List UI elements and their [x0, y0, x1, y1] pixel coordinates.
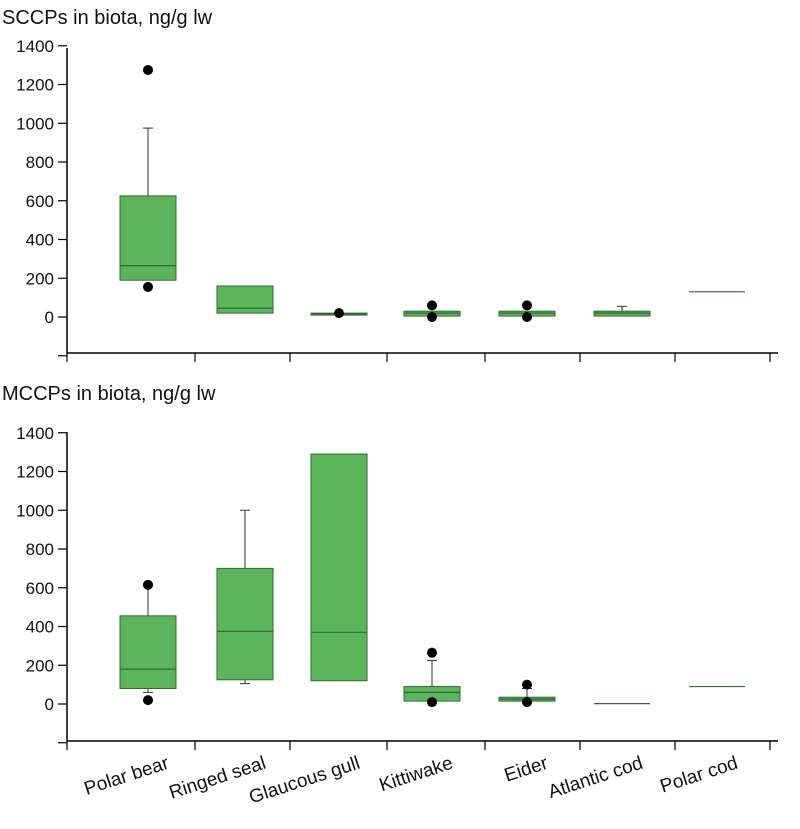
box-atlantic-cod [593, 305, 651, 317]
y-tick-label: 1200 [16, 76, 54, 95]
y-tick-label: 200 [26, 269, 54, 288]
box-glaucous-gull [310, 308, 368, 319]
panel-sccp: SCCPs in biota, ng/g lw 0 200 400 600 800 100… [2, 7, 778, 362]
y-tick-label: 800 [26, 153, 54, 172]
outlier-point [427, 647, 437, 658]
chart-title: SCCPs in biota, ng/g lw [2, 7, 213, 29]
box-kittiwake [403, 300, 461, 322]
y-tick-label: 1400 [16, 37, 54, 56]
box-ringed-seal [216, 285, 274, 314]
y-tick-label: 1000 [16, 114, 54, 133]
y-axis: 0 200 400 600 800 1000 1200 1400 [16, 37, 778, 362]
y-tick-label: 1000 [16, 501, 54, 520]
category-label: Eider [502, 753, 551, 787]
outlier-point [427, 312, 437, 322]
box-kittiwake [403, 647, 461, 708]
y-tick-label: 1400 [16, 424, 54, 443]
y-tick-label: 0 [45, 695, 54, 714]
box-polar-bear [119, 579, 177, 706]
y-axis: 0 200 400 600 800 1000 1200 1400 [16, 424, 778, 750]
outlier-point [522, 300, 532, 311]
y-tick-label: 400 [26, 618, 54, 637]
box-eider [498, 300, 556, 322]
box-body [310, 453, 368, 682]
outlier-point [427, 697, 437, 708]
box-eider [498, 679, 556, 708]
outlier-point [143, 579, 153, 590]
y-tick-label: 800 [26, 540, 54, 559]
plot-area [119, 453, 745, 708]
outlier-point [143, 695, 153, 706]
chart-title: MCCPs in biota, ng/g lw [2, 383, 216, 405]
y-tick-label: 1200 [16, 463, 54, 482]
box-ringed-seal [216, 509, 274, 685]
y-tick-label: 600 [26, 192, 54, 211]
y-tick-label: 600 [26, 579, 54, 598]
y-tick-label: 400 [26, 231, 54, 250]
outlier-point [143, 64, 153, 75]
box-body [119, 195, 177, 281]
category-label: Polar cod [658, 753, 741, 798]
box-glaucous-gull [310, 453, 368, 682]
y-tick-label: 0 [45, 308, 54, 327]
panel-mccp: MCCPs in biota, ng/g lw 0 200 400 600 800 100… [2, 383, 778, 808]
category-label: Kittiwake [377, 753, 456, 796]
category-label: Polar bear [82, 753, 173, 800]
outlier-point [522, 697, 532, 708]
box-body [216, 285, 274, 314]
outlier-point [522, 312, 532, 322]
box-body [119, 615, 177, 689]
outlier-point [334, 308, 344, 319]
box-polar-bear [119, 64, 177, 292]
outlier-point [143, 281, 153, 292]
outlier-point [522, 679, 532, 690]
outlier-point [427, 300, 437, 311]
category-label: Atlantic cod [546, 753, 646, 803]
plot-area [119, 64, 745, 322]
y-tick-label: 200 [26, 656, 54, 675]
box-body [216, 567, 274, 681]
